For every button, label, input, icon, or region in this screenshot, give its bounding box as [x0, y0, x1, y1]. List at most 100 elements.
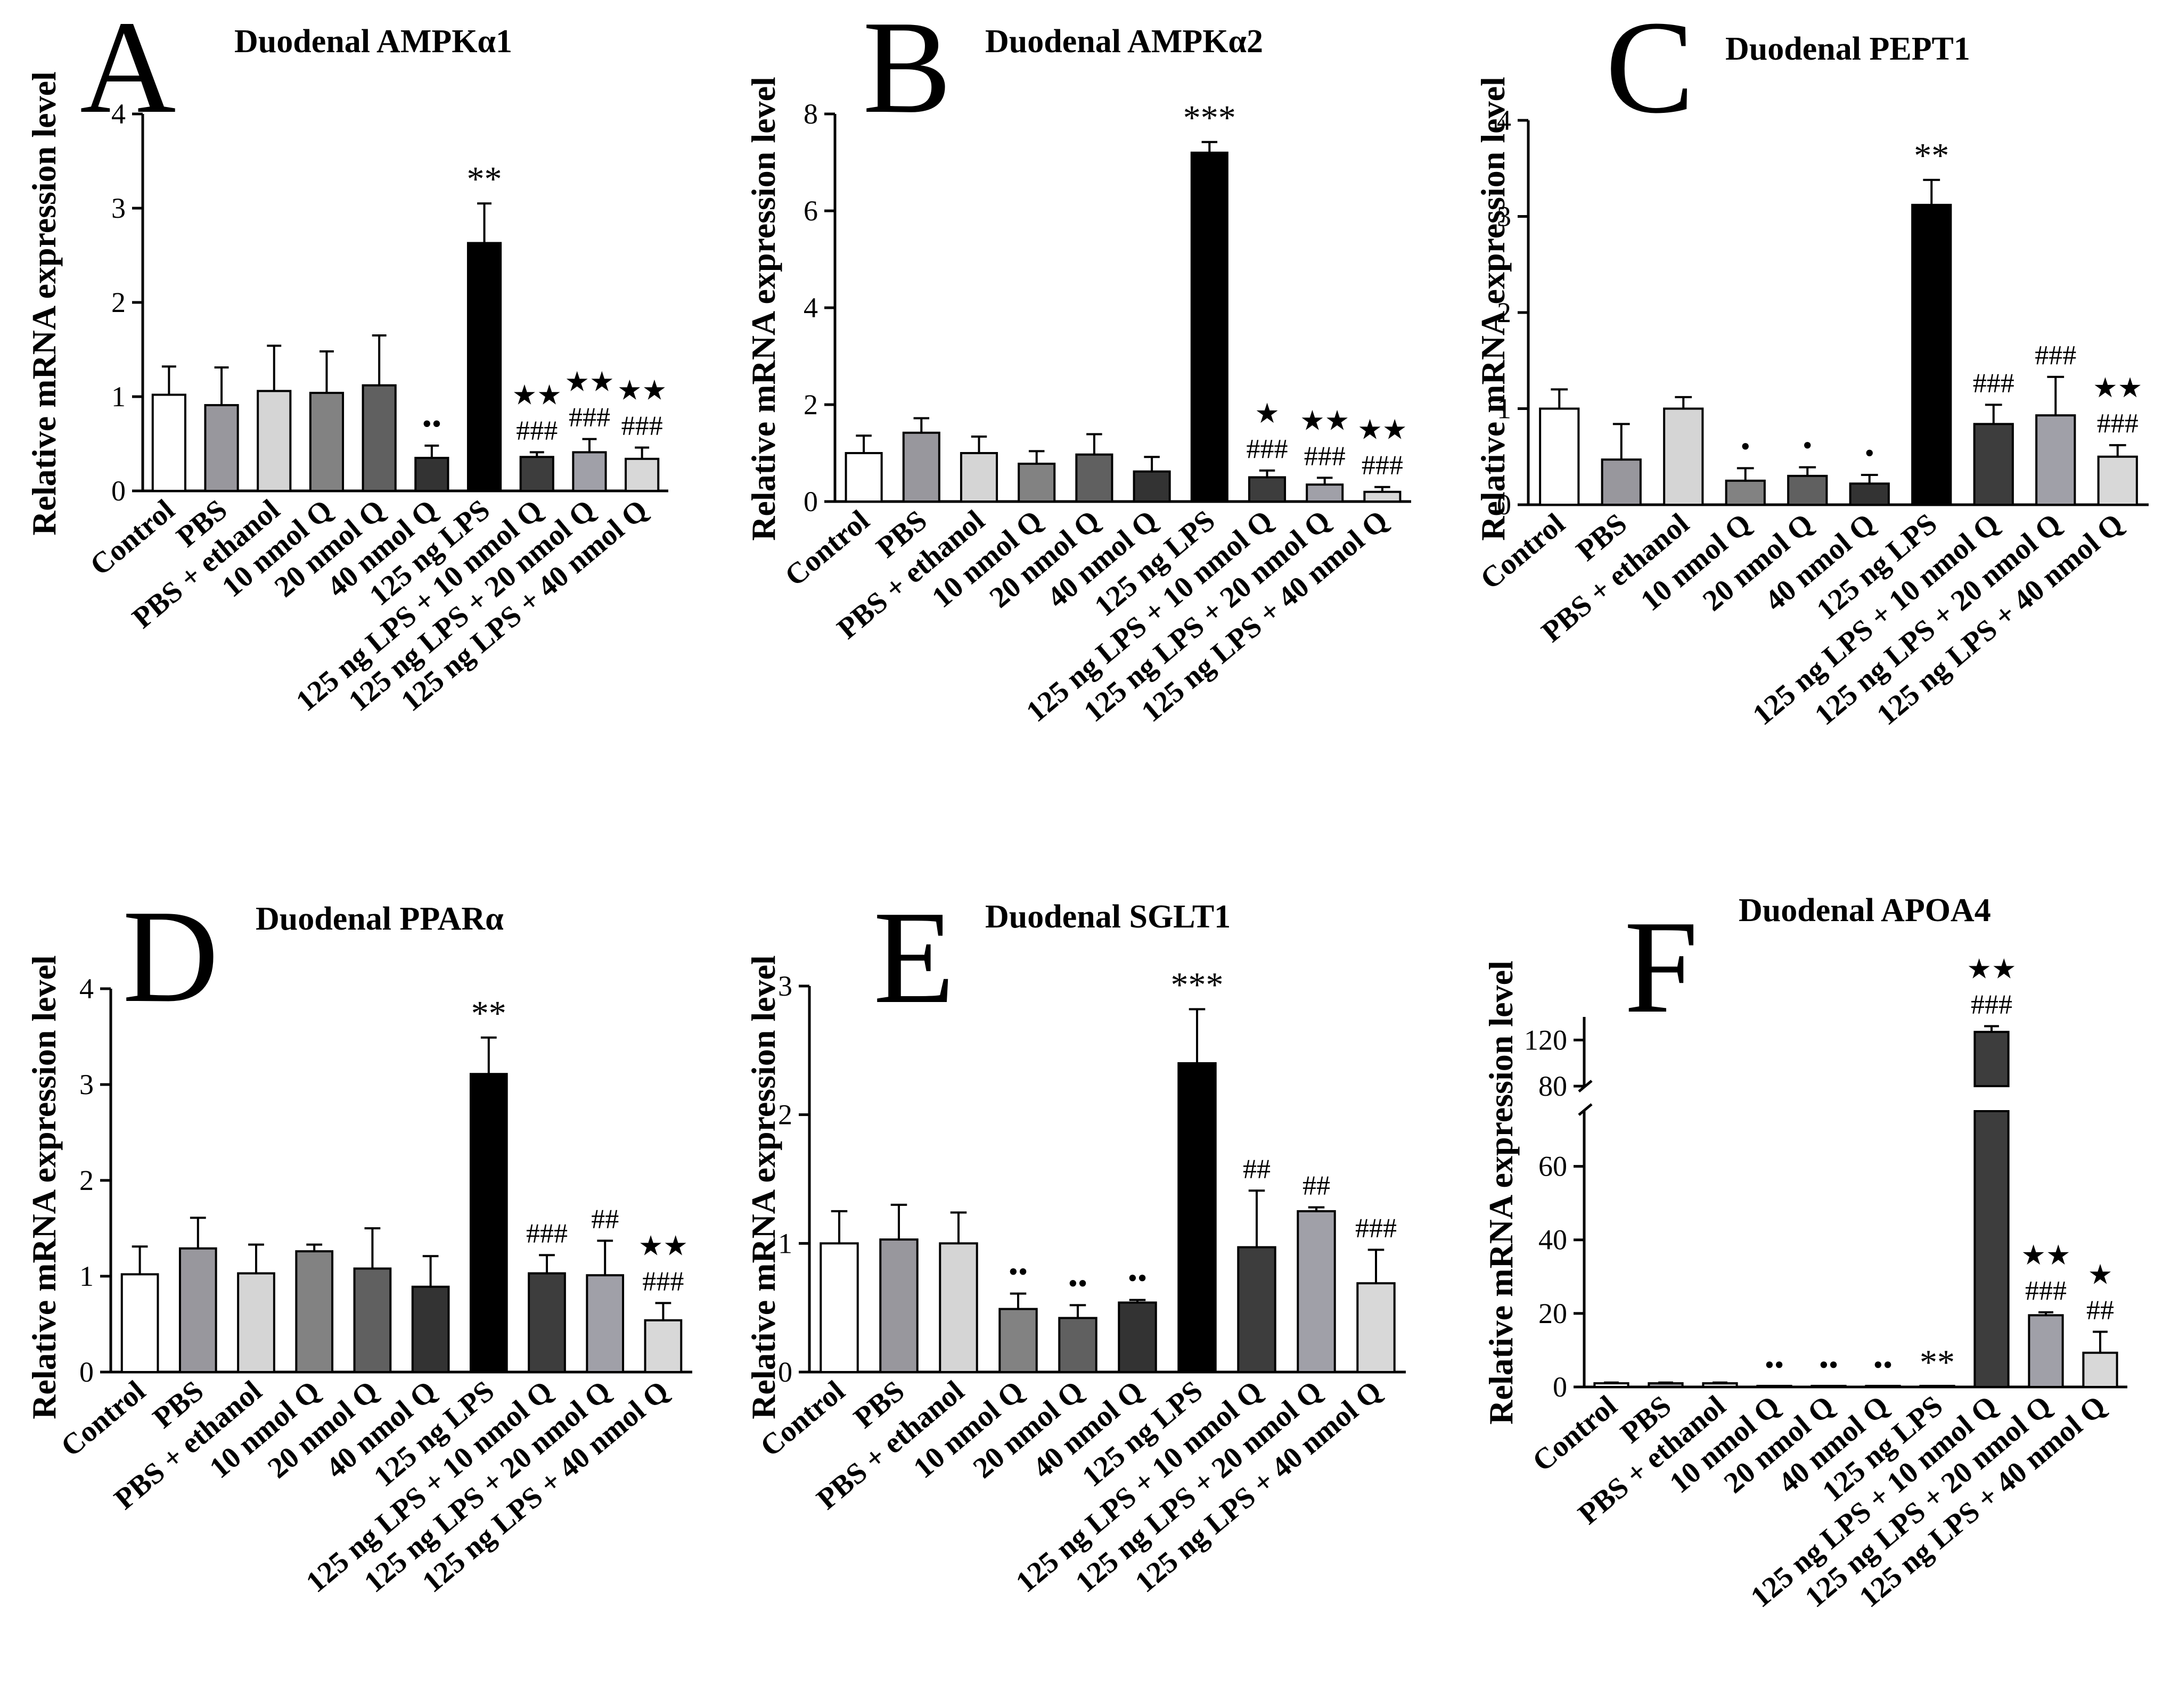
y-tick-label: 3 — [1497, 201, 1511, 233]
bar — [1118, 1301, 1157, 1373]
bar — [1919, 1385, 1955, 1388]
chart-panel-f: F Duodenal APOA4 Relative mRNA expression … — [1482, 892, 2127, 1614]
bar — [902, 431, 940, 503]
panel-letter: E — [873, 884, 955, 1031]
bar — [414, 457, 449, 492]
y-tick-label: 4 — [804, 292, 818, 324]
significance-mark: •• — [422, 409, 441, 439]
significance-mark: ★★ — [617, 376, 667, 406]
bar — [2028, 1314, 2064, 1389]
bar — [1702, 1382, 1738, 1388]
significance-mark: • — [1865, 438, 1874, 469]
bar — [572, 451, 607, 492]
y-axis-title: Relative mRNA expression level — [744, 955, 782, 1419]
y-tick-label: 120 — [1524, 1024, 1567, 1056]
y-tick-label: 3 — [111, 192, 126, 224]
panel-title: Duodenal PEPT1 — [1725, 31, 1970, 67]
y-tick-label: 0 — [804, 486, 818, 518]
bar — [1075, 453, 1113, 503]
significance-mark: ★★ — [2093, 373, 2142, 404]
bar — [1190, 151, 1228, 503]
significance-mark: ### — [2035, 340, 2076, 371]
bar-upper — [1973, 1031, 2010, 1087]
significance-mark: • — [1741, 431, 1750, 462]
significance-mark: ### — [516, 415, 558, 446]
significance-mark: ### — [642, 1266, 684, 1296]
bar — [820, 1242, 859, 1373]
panel-title: Duodenal APOA4 — [1739, 892, 1991, 929]
category-label: Control — [55, 1374, 152, 1463]
bar — [411, 1285, 450, 1374]
bar — [469, 1073, 508, 1373]
y-tick-label: 2 — [111, 286, 126, 318]
panel-letter: B — [863, 0, 952, 141]
panel-letter: C — [1605, 0, 1694, 141]
significance-mark: ### — [1304, 441, 1346, 471]
bar — [586, 1274, 625, 1373]
bar — [204, 404, 239, 492]
y-tick-label: 80 — [1538, 1070, 1567, 1102]
bar — [120, 1273, 159, 1373]
significance-mark: •• — [1068, 1268, 1087, 1299]
bar — [1811, 1385, 1847, 1388]
bar — [1539, 407, 1580, 506]
bar — [1356, 1282, 1396, 1373]
bar — [353, 1267, 392, 1374]
bar — [1865, 1385, 1901, 1388]
significance-mark: ### — [621, 411, 663, 441]
y-axis-title: Relative mRNA expression level — [25, 955, 63, 1419]
bar — [845, 452, 883, 503]
bar — [178, 1247, 217, 1374]
category-label: Control — [1526, 1389, 1623, 1478]
significance-mark: ★★ — [638, 1231, 688, 1261]
y-tick-label: 4 — [79, 973, 94, 1005]
significance-mark: ** — [1920, 1343, 1955, 1382]
significance-mark: *** — [1171, 966, 1224, 1005]
y-tick-label: 0 — [1497, 489, 1511, 521]
bar — [362, 384, 397, 492]
chart-panel-b: B Duodenal AMPKα2 Relative mRNA expression… — [744, 0, 1411, 728]
bar — [1018, 463, 1056, 503]
bar — [1593, 1382, 1629, 1388]
panel-title: Duodenal PPARα — [256, 901, 504, 937]
y-tick-label: 4 — [111, 98, 126, 130]
y-tick-label: 60 — [1538, 1151, 1567, 1183]
significance-mark: •• — [1873, 1350, 1893, 1380]
chart-panel-d: D Duodenal PPARα Relative mRNA expression … — [25, 883, 692, 1599]
chart-panel-a: A Duodenal AMPKα1 Relative mRNA expression… — [25, 0, 668, 718]
axis-break-mark — [1578, 1103, 1593, 1116]
significance-mark: ### — [569, 403, 610, 433]
bar — [257, 390, 292, 492]
significance-mark: ★★ — [1357, 415, 1407, 446]
bar — [466, 242, 502, 492]
panel-title: Duodenal AMPKα1 — [234, 23, 512, 60]
y-tick-label: 1 — [1497, 393, 1511, 425]
significance-mark: • — [1803, 431, 1812, 461]
significance-mark: •• — [1009, 1257, 1028, 1287]
significance-mark: ★ — [2088, 1260, 2113, 1290]
panel-title: Duodenal SGLT1 — [985, 899, 1231, 935]
bar — [1787, 474, 1828, 506]
significance-mark: ### — [1247, 434, 1288, 464]
significance-mark: ### — [2097, 408, 2139, 439]
bar — [625, 457, 660, 492]
y-tick-label: 20 — [1538, 1298, 1567, 1329]
bar — [1663, 407, 1704, 506]
y-tick-label: 1 — [79, 1260, 94, 1292]
significance-mark: ## — [1303, 1171, 1330, 1201]
significance-mark: ### — [1362, 450, 1403, 481]
y-tick-label: 40 — [1538, 1224, 1567, 1256]
y-tick-label: 0 — [111, 475, 126, 507]
y-tick-label: 0 — [1553, 1371, 1567, 1403]
bar — [519, 456, 554, 492]
bar — [1306, 483, 1344, 503]
panel-letter: F — [1624, 893, 1698, 1041]
significance-mark: ### — [1355, 1213, 1397, 1243]
significance-mark: ## — [591, 1204, 619, 1234]
significance-mark: ### — [526, 1218, 568, 1249]
significance-mark: ## — [2086, 1295, 2114, 1325]
bar — [1973, 423, 2014, 506]
significance-mark: •• — [1765, 1350, 1784, 1380]
bar — [295, 1250, 334, 1373]
